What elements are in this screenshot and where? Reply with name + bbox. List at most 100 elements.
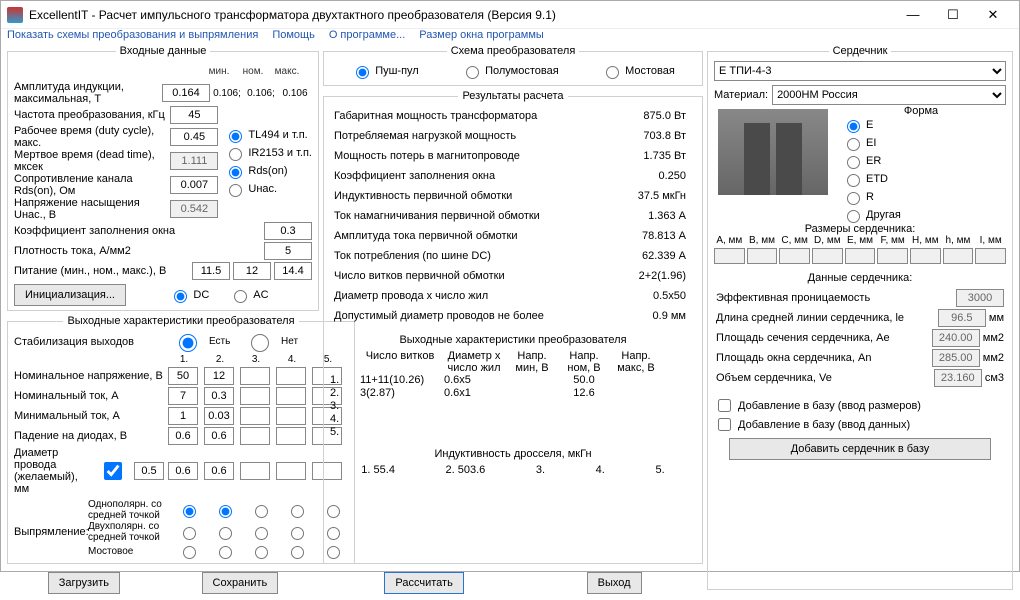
input-group: Входные данные мин. ном. макс. Амплитуда… — [7, 45, 319, 311]
kwin-label: Коэффициент заполнения окна — [14, 225, 264, 237]
ae-label: Площадь сечения сердечника, Ae — [716, 332, 890, 344]
dwire-2[interactable] — [204, 462, 234, 480]
minimize-button[interactable]: — — [893, 1, 933, 29]
usat-label: Напряжение насыщения Uнас., В — [14, 197, 170, 221]
inductor-row: 1. 55.42. 503.63.4.5. — [330, 460, 696, 480]
bmax-input[interactable] — [162, 84, 210, 102]
freq-label: Частота преобразования, кГц — [14, 109, 170, 121]
rds-label: Сопротивление канала Rds(on), Ом — [14, 173, 170, 197]
radio-ac[interactable]: AC — [229, 287, 268, 303]
stab-yes[interactable]: Есть — [168, 331, 236, 352]
dwire-label: Диаметр провода (желаемый), мм — [14, 447, 91, 495]
output-rows: 1.11+11(10.26)0.6x550.02.3(2.87)0.6x112.… — [330, 374, 696, 438]
rect-label: Выпрямление: — [14, 526, 84, 538]
core-legend: Сердечник — [829, 45, 892, 57]
imin-1[interactable] — [168, 407, 198, 425]
perm-label: Эффективная проницаемость — [716, 292, 870, 304]
usat-input — [170, 200, 218, 218]
ve-label: Объем сердечника, Ve — [716, 372, 832, 384]
hdr-nom: ном. — [236, 66, 270, 77]
le-val — [938, 309, 986, 327]
vdrop-2[interactable] — [204, 427, 234, 445]
scheme-bridge[interactable]: Мостовая — [601, 63, 675, 79]
dims-grid: A, ммB, ммC, ммD, ммE, ммF, ммH, ммh, мм… — [714, 235, 1006, 264]
inom-1[interactable] — [168, 387, 198, 405]
vnom-4[interactable] — [276, 367, 306, 385]
duty-input[interactable] — [170, 128, 218, 146]
add-data-check[interactable]: Добавление в базу (ввод данных) — [714, 415, 1006, 434]
init-button[interactable]: Инициализация... — [14, 284, 126, 306]
dead-label: Мертвое время (dead time), мксек — [14, 149, 170, 173]
inductor-label: Индуктивность дросселя, мкГн — [330, 448, 696, 460]
freq-input[interactable] — [170, 106, 218, 124]
radio-tl494[interactable]: TL494 и т.п. — [224, 127, 312, 143]
an-val — [932, 349, 980, 367]
scheme-halfbridge[interactable]: Полумостовая — [461, 63, 559, 79]
menubar: Показать схемы преобразования и выпрямле… — [1, 29, 1019, 41]
imin-label: Минимальный ток, А — [14, 410, 164, 422]
shape-radios: EEIERETDRДругая — [842, 117, 1006, 223]
input-legend: Входные данные — [116, 45, 211, 57]
exit-button[interactable]: Выход — [587, 572, 642, 594]
scheme-group: Схема преобразователя Пуш-пул Полумостов… — [323, 45, 703, 86]
shape-label: Форма — [836, 105, 1006, 117]
kwin-input[interactable] — [264, 222, 312, 240]
save-button[interactable]: Сохранить — [202, 572, 279, 594]
stab-no[interactable]: Нет — [240, 331, 308, 352]
vdrop-1[interactable] — [168, 427, 198, 445]
core-select[interactable]: Е ТПИ-4-3 — [714, 61, 1006, 81]
inom-2[interactable] — [204, 387, 234, 405]
menu-schemes[interactable]: Показать схемы преобразования и выпрямле… — [7, 29, 258, 41]
duty-label: Рабочее время (duty cycle), макс. — [14, 125, 170, 149]
material-select[interactable]: 2000НМ Россия — [772, 85, 1006, 105]
dwire-check[interactable] — [98, 462, 128, 480]
supply-max[interactable] — [274, 262, 312, 280]
vnom-2[interactable] — [204, 367, 234, 385]
dwire-1[interactable] — [168, 462, 198, 480]
supply-min[interactable] — [192, 262, 230, 280]
menu-help[interactable]: Помощь — [272, 29, 315, 41]
stab-label: Стабилизация выходов — [14, 336, 164, 348]
results-group: Результаты расчета Габаритная мощность т… — [323, 90, 703, 564]
calc-button[interactable]: Рассчитать — [384, 572, 463, 594]
radio-ir2153[interactable]: IR2153 и т.п. — [224, 145, 312, 161]
vnom-3[interactable] — [240, 367, 270, 385]
inom-label: Номинальный ток, А — [14, 390, 164, 402]
hdr-max: макс. — [270, 66, 304, 77]
imin-2[interactable] — [204, 407, 234, 425]
dead-input — [170, 152, 218, 170]
add-core-button[interactable]: Добавить сердечник в базу — [729, 438, 992, 460]
titlebar: ExcellentIT - Расчет импульсного трансфо… — [1, 1, 1019, 29]
vnom-label: Номинальное напряжение, В — [14, 370, 164, 382]
scheme-legend: Схема преобразователя — [447, 45, 580, 57]
vnom-1[interactable] — [168, 367, 198, 385]
radio-usat[interactable]: Uнас. — [224, 181, 312, 197]
window-title: ExcellentIT - Расчет импульсного трансфо… — [29, 8, 893, 22]
dwire-0[interactable] — [134, 462, 164, 480]
hdr-min: мин. — [202, 66, 236, 77]
coredata-legend: Данные сердечника: — [714, 272, 1006, 284]
menu-winsize[interactable]: Размер окна программы — [419, 29, 544, 41]
core-image — [718, 109, 828, 195]
app-window: ExcellentIT - Расчет импульсного трансфо… — [0, 0, 1020, 572]
close-button[interactable]: ✕ — [973, 1, 1013, 29]
dims-legend: Размеры сердечника: — [714, 223, 1006, 235]
add-dims-check[interactable]: Добавление в базу (ввод размеров) — [714, 396, 1006, 415]
load-button[interactable]: Загрузить — [48, 572, 120, 594]
rect-2-a[interactable] — [219, 505, 232, 518]
outchar-legend: Выходные характеристики преобразователя — [63, 315, 298, 327]
an-label: Площадь окна сердечника, An — [716, 352, 871, 364]
menu-about[interactable]: О программе... — [329, 29, 405, 41]
radio-rdson[interactable]: Rds(on) — [224, 163, 312, 179]
scheme-pushpull[interactable]: Пуш-пул — [351, 63, 419, 79]
rect-1-a[interactable] — [183, 505, 196, 518]
maximize-button[interactable]: ☐ — [933, 1, 973, 29]
results-legend: Результаты расчета — [458, 90, 567, 102]
radio-dc[interactable]: DC — [169, 287, 209, 303]
le-label: Длина средней линии сердечника, le — [716, 312, 904, 324]
app-icon — [7, 7, 23, 23]
supply-nom[interactable] — [233, 262, 271, 280]
rds-input[interactable] — [170, 176, 218, 194]
jcur-input[interactable] — [264, 242, 312, 260]
material-label: Материал: — [714, 89, 768, 101]
